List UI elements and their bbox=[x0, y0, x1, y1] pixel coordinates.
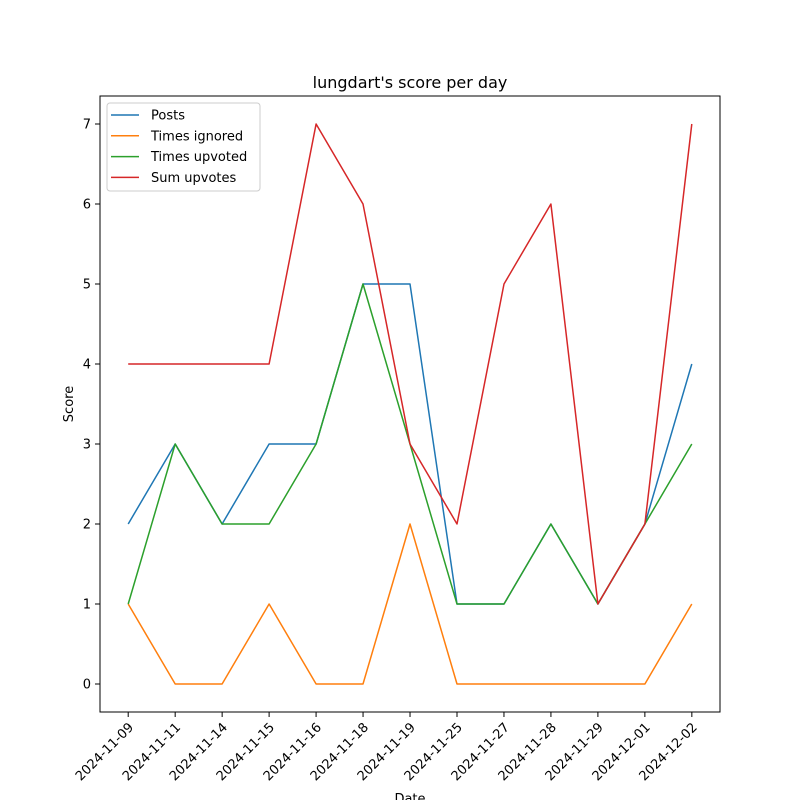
y-tick-label: 1 bbox=[83, 598, 91, 613]
x-axis: 2024-11-092024-11-112024-11-142024-11-15… bbox=[73, 712, 701, 784]
legend-label: Posts bbox=[151, 109, 185, 124]
series-line-times-ignored bbox=[127, 523, 693, 685]
x-axis-label: Date bbox=[394, 792, 425, 800]
y-tick-label: 7 bbox=[83, 118, 91, 133]
y-tick-label: 3 bbox=[83, 438, 91, 453]
chart-title: lungdart's score per day bbox=[313, 73, 508, 92]
y-tick-label: 2 bbox=[83, 518, 91, 533]
y-tick-label: 6 bbox=[83, 198, 91, 213]
y-axis: 0 1 2 3 4 5 6 7 bbox=[83, 118, 100, 693]
series-line-sum-upvotes bbox=[128, 123, 693, 605]
y-tick-label: 4 bbox=[83, 358, 91, 373]
legend-label: Times upvoted bbox=[150, 150, 247, 165]
legend-label: Sum upvotes bbox=[151, 171, 237, 186]
legend-box bbox=[106, 102, 261, 192]
y-tick-label: 5 bbox=[83, 278, 91, 293]
legend: Posts Times ignored Times upvoted Sum upvot… bbox=[106, 102, 261, 192]
plot-area bbox=[127, 123, 693, 685]
y-tick-label: 0 bbox=[83, 678, 91, 693]
legend-label: Times ignored bbox=[150, 129, 243, 144]
y-axis-label: Score bbox=[62, 386, 77, 422]
